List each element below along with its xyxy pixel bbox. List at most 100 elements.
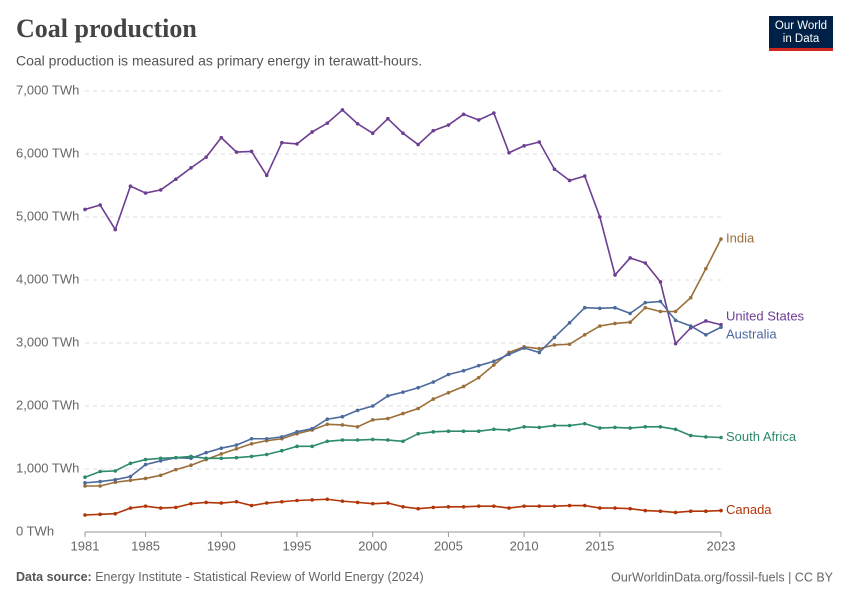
- point: [310, 444, 314, 449]
- point: [461, 505, 466, 509]
- point: [492, 504, 496, 508]
- point: [613, 425, 617, 430]
- url: OurWorldinData.org/fossil-fuels | CC BY: [611, 570, 834, 584]
- point: [658, 309, 663, 314]
- y-tick-label: 2,000 TWh: [16, 397, 79, 412]
- point: [552, 504, 557, 508]
- x-tick-label: 2010: [510, 538, 539, 553]
- point: [174, 467, 178, 472]
- point: [113, 469, 118, 473]
- point: [613, 506, 617, 510]
- point: [128, 461, 133, 466]
- point: [704, 333, 708, 337]
- point: [688, 295, 693, 300]
- point: [370, 437, 375, 442]
- point: [431, 397, 436, 401]
- point: [249, 149, 254, 154]
- y-tick-label: 5,000 TWh: [16, 208, 79, 223]
- point: [492, 111, 496, 115]
- point: [567, 342, 572, 347]
- point: [128, 478, 133, 483]
- point: [446, 390, 451, 395]
- point: [264, 452, 269, 457]
- source-label: Data source:: [16, 570, 92, 584]
- x-tick-label: 1990: [207, 538, 236, 553]
- point: [673, 341, 678, 346]
- logo-text: in Data: [783, 33, 820, 45]
- point: [98, 479, 102, 484]
- point: [325, 497, 330, 502]
- point: [401, 439, 405, 444]
- point: [249, 503, 254, 508]
- point: [431, 380, 436, 384]
- point: [507, 352, 511, 357]
- point: [128, 184, 133, 188]
- x-tick-label: 2015: [585, 538, 614, 553]
- point: [295, 430, 299, 434]
- point: [158, 506, 163, 510]
- point: [98, 203, 102, 207]
- point: [598, 506, 602, 510]
- point: [174, 455, 178, 460]
- series: [83, 497, 723, 517]
- point: [522, 424, 526, 429]
- point: [219, 452, 224, 456]
- point: [325, 422, 330, 427]
- point: [628, 506, 632, 511]
- point: [143, 457, 148, 462]
- point: [310, 130, 314, 134]
- series-label: Australia: [726, 326, 777, 341]
- line: [84, 422, 722, 478]
- point: [719, 435, 723, 440]
- point: [113, 511, 118, 516]
- point: [643, 300, 648, 305]
- point: [704, 509, 708, 514]
- point: [264, 501, 269, 505]
- point: [431, 128, 436, 133]
- point: [598, 215, 602, 219]
- series-label: United States: [726, 308, 805, 323]
- point: [219, 135, 224, 140]
- point: [582, 421, 587, 426]
- point: [340, 499, 345, 503]
- point: [492, 359, 496, 364]
- point: [658, 299, 663, 304]
- logo: Our World in Data: [769, 16, 833, 51]
- y-tick-label: 0 TWh: [16, 523, 54, 538]
- point: [355, 408, 360, 413]
- point: [340, 423, 345, 427]
- point: [386, 416, 390, 421]
- point: [204, 500, 208, 505]
- point: [98, 469, 102, 474]
- point: [128, 506, 133, 510]
- point: [355, 121, 360, 126]
- point: [567, 178, 572, 183]
- point: [461, 112, 466, 117]
- point: [340, 438, 345, 442]
- point: [461, 384, 466, 389]
- line: [84, 108, 722, 346]
- point: [552, 423, 557, 428]
- x-tick-label: 1985: [131, 538, 160, 553]
- x-tick-label: 1981: [71, 538, 100, 553]
- point: [204, 456, 208, 461]
- point: [370, 501, 375, 506]
- point: [552, 167, 557, 171]
- point: [643, 305, 648, 310]
- point: [295, 444, 299, 449]
- point: [507, 506, 511, 510]
- point: [688, 509, 693, 514]
- point: [628, 320, 632, 325]
- point: [628, 426, 632, 430]
- point: [355, 424, 360, 429]
- point: [704, 435, 708, 439]
- source-text: Energy Institute - Statistical Review of…: [95, 570, 423, 584]
- logo-bar: [769, 48, 833, 51]
- point: [234, 447, 239, 451]
- point: [704, 266, 708, 271]
- point: [522, 144, 526, 148]
- point: [461, 429, 466, 434]
- point: [158, 456, 163, 461]
- point: [295, 142, 299, 146]
- point: [310, 498, 314, 502]
